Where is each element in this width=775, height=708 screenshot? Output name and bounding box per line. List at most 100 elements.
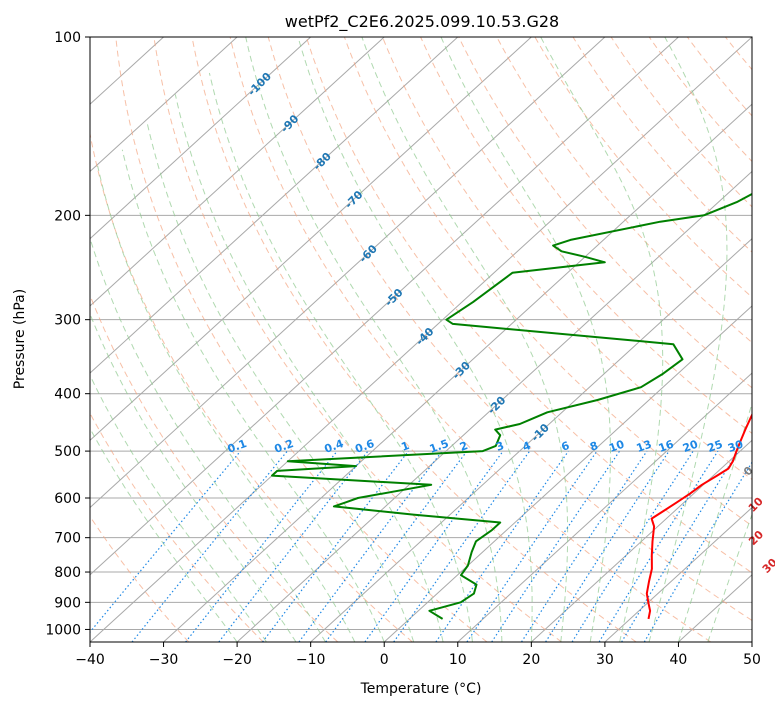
moist-adiabat-line [245,37,503,642]
isotherm-gridline [530,439,752,642]
y-tick-label: 600 [54,491,81,507]
mixing-ratio-label: 13 [635,438,654,455]
mixing-ratio-label: 6 [560,439,572,454]
mixing-ratio-label: 3 [494,439,506,454]
y-tick-label: 500 [54,444,81,460]
plot-frame [89,36,753,643]
moist-adiabat-line [90,374,267,642]
y-tick-label: 900 [54,595,81,611]
y-tick-label: 800 [54,565,81,581]
dry-adiabat-line [90,412,264,642]
chart-title: wetPf2_C2E6.2025.099.10.53.G28 [285,12,559,32]
series-layer [271,192,752,620]
moist-adiabat-line [90,312,297,642]
isotherm-gridline [163,103,752,642]
moist-adiabat-line [97,165,356,642]
moist-adiabat-label: 40 [773,584,775,604]
mixing-ratio-label: 1 [400,439,412,454]
isotherm-gridline [90,37,606,509]
x-axis-label: Temperature (°C) [360,681,482,697]
isotherm-gridline [90,37,532,442]
mixing-ratio-label: 25 [706,438,725,455]
mixing-ratio-label: 0.1 [226,437,249,456]
isotherm-gridline [90,37,238,173]
dry-adiabat-line [305,37,752,574]
mixing-ratio-line [598,450,719,642]
mixing-ratio-line [393,450,531,642]
mixing-ratio-label: 4 [521,439,533,454]
mixing-ratio-line [218,450,369,642]
x-tick-label: 40 [670,652,688,668]
mixing-ratio-line [364,450,504,642]
mixing-ratio-line [435,450,569,642]
x-tick-label: 20 [522,652,540,668]
x-tick-label: 50 [743,652,761,668]
dry-adiabat-line [90,131,413,642]
isotherm-gridline [604,506,752,642]
moist-adiabat-line [121,149,385,642]
background-lines [90,37,752,642]
x-tick-label: −20 [222,652,252,668]
y-tick-label: 100 [54,30,81,46]
temperature-profile-line [645,412,752,620]
y-tick-label: 1000 [45,622,81,638]
x-tick-label: −40 [75,652,105,668]
dry-adiabat-line [191,37,637,642]
dry-adiabat-line [153,37,562,642]
moist-adiabat-line [208,72,473,642]
mixing-ratio-line [466,450,598,642]
mixing-ratio-line [571,450,694,642]
dry-adiabat-line [343,37,752,527]
mixing-ratio-label: 0.6 [353,437,376,456]
dry-adiabat-line [648,37,752,163]
mixing-ratio-line [185,450,338,642]
mixing-ratio-line [621,450,739,642]
y-tick-label: 400 [54,387,81,403]
mixing-ratio-label: 8 [588,439,600,454]
moist-adiabat-line [146,123,415,642]
axes: −40 −30 −20 −10 0 10 20 30 40 5010020030040050060… [45,30,761,668]
moist-adiabat-line [90,427,238,642]
mixing-ratio-line [643,461,752,642]
isotherm-gridline [90,37,312,240]
mixing-ratio-label: 0.2 [273,437,296,456]
isotherm-gridline [236,170,752,642]
mixing-ratio-label: 2 [458,439,470,454]
moist-adiabat-line [361,37,569,642]
isotherm-gridline [310,237,752,642]
moist-adiabat-line [174,94,444,642]
mixing-ratio-label: 0.4 [323,437,346,456]
dry-adiabat-line [229,37,712,642]
dry-adiabat-line [420,37,752,435]
x-tick-label: −30 [149,652,179,668]
x-tick-label: 30 [596,652,614,668]
dry-adiabat-line [496,37,752,344]
mixing-ratio-label: 1.5 [428,437,451,456]
mixing-ratio-label: 30 [726,438,745,456]
moist-adiabat-line [90,236,326,642]
y-tick-label: 200 [54,208,81,224]
x-tick-label: 10 [449,652,467,668]
x-tick-label: −10 [296,652,326,668]
dewpoint-profile-line [271,192,752,620]
isotherm-gridline [457,372,752,642]
moist-adiabat-line [648,37,728,642]
dry-adiabat-line [534,37,752,298]
mixing-ratio-label: 10 [607,438,626,456]
isotherm-gridline [90,37,679,576]
y-tick-label: 700 [54,531,81,547]
moist-adiabat-line [540,37,664,642]
isotherm-gridline [90,37,459,374]
isotherm-gridline [90,37,385,307]
y-tick-label: 300 [54,313,81,329]
moist-adiabat-line [440,37,611,642]
isotherm-gridline [383,305,752,642]
moist-adiabat-line [677,401,752,642]
mixing-ratio-label: 16 [657,438,676,456]
moist-adiabat-line [297,37,533,642]
dry-adiabat-line [572,37,752,253]
isotherm-gridline [90,37,752,642]
x-tick-label: 0 [380,652,389,668]
